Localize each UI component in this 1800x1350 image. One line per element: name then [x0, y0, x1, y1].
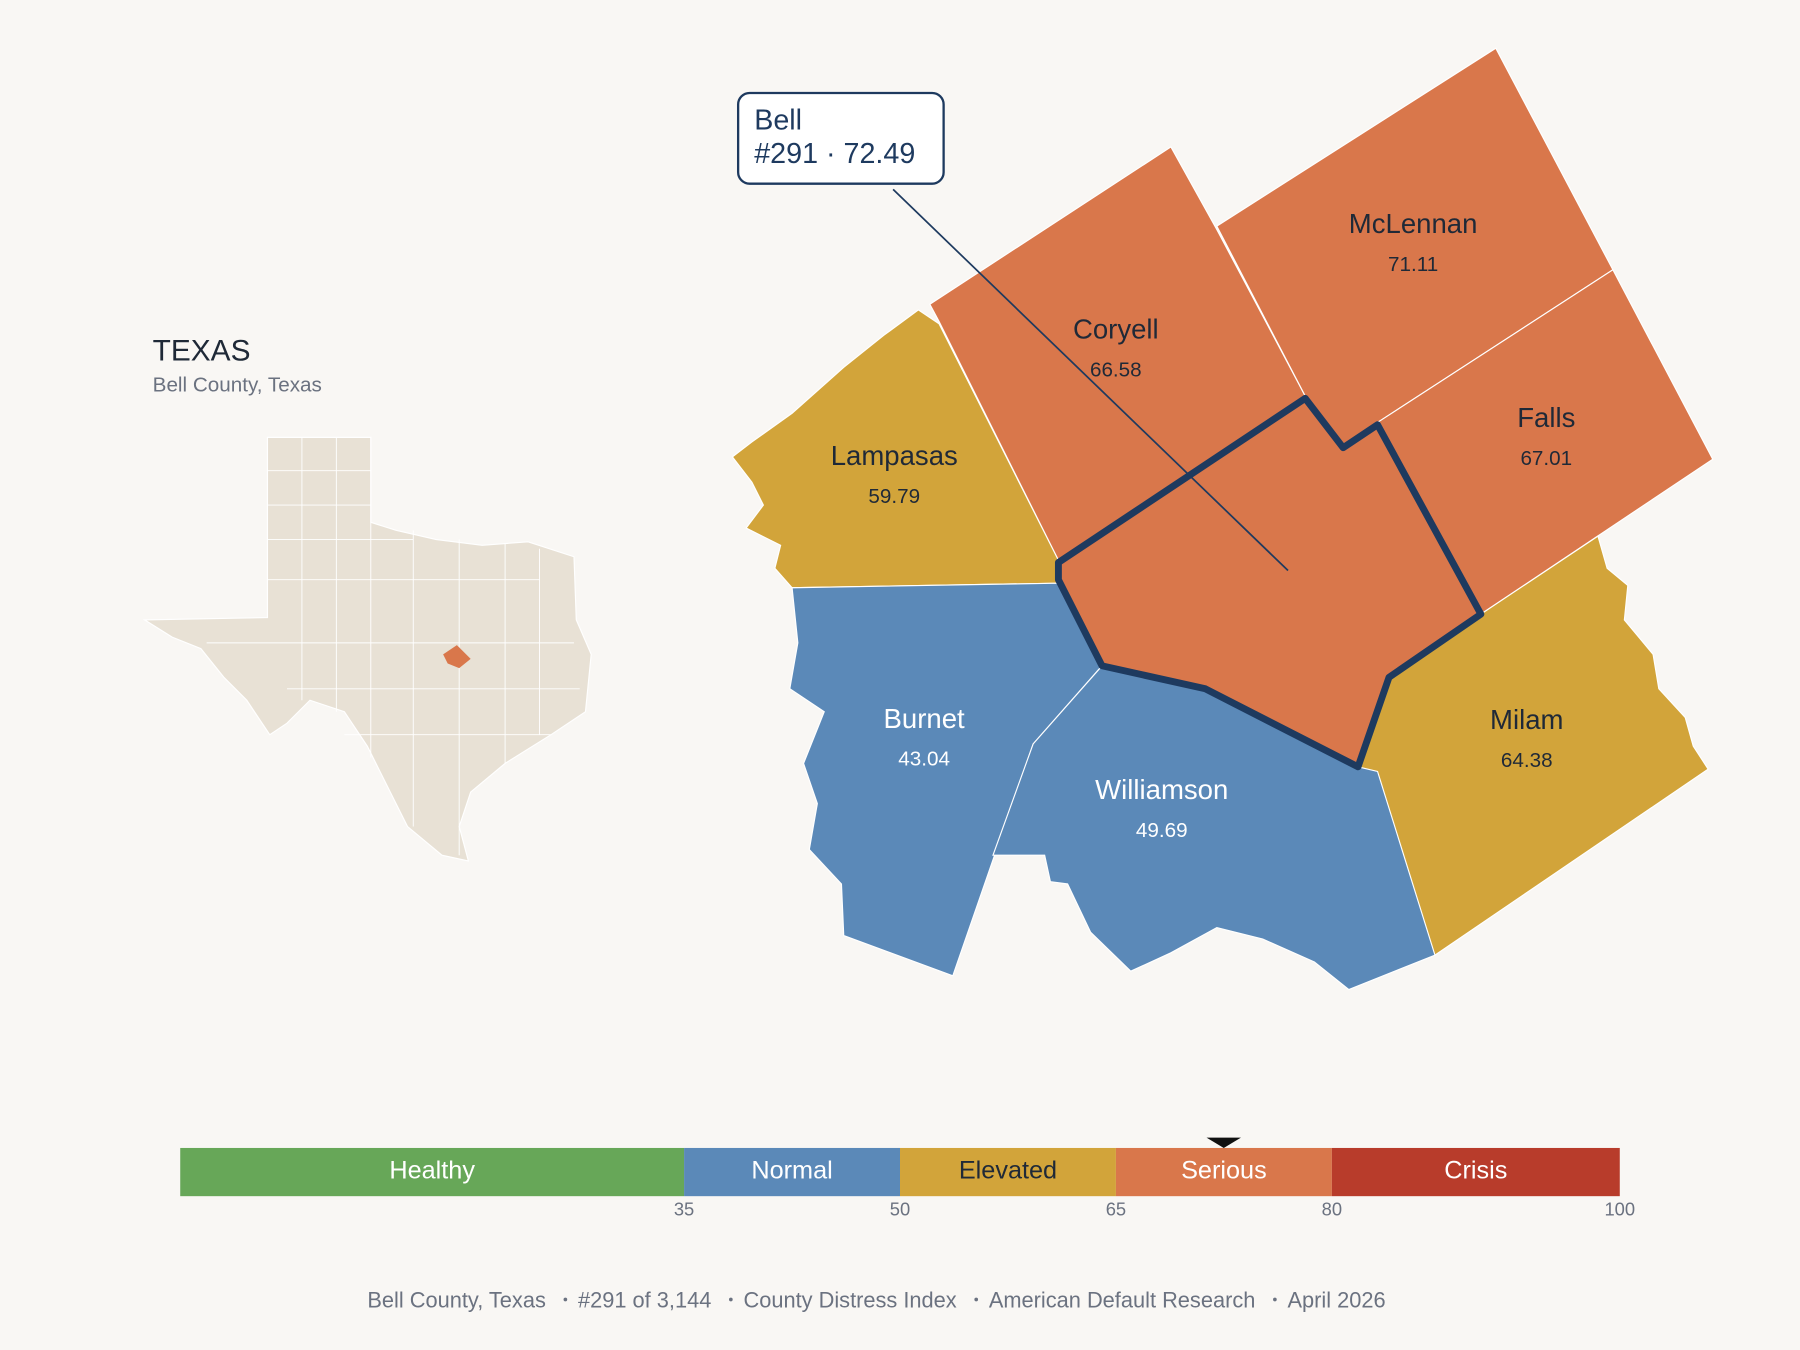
county-name: Burnet: [884, 703, 966, 734]
county-value: 49.69: [1136, 819, 1188, 842]
footer-text: County Distress Index: [743, 1288, 956, 1313]
county-name: Coryell: [1073, 314, 1159, 345]
legend-band: [1115, 1147, 1332, 1197]
footer-separator: [563, 1297, 568, 1302]
footer: Bell County, Texas #291 of 3,144 County Di…: [367, 1288, 1385, 1313]
legend-tick-label: 65: [1106, 1199, 1126, 1220]
callout-name: Bell: [754, 105, 802, 137]
legend-band: [1331, 1147, 1620, 1197]
county-name: McLennan: [1349, 208, 1478, 239]
county-shape: [992, 665, 1436, 991]
footer-text: American Default Research: [989, 1288, 1256, 1313]
legend-band-label: Serious: [1181, 1157, 1267, 1185]
footer-text: April 2026: [1288, 1288, 1386, 1313]
county-value: 59.79: [868, 485, 920, 508]
texas-outline: [142, 436, 592, 862]
legend-band-label: Normal: [751, 1157, 832, 1185]
legend-band-label: Healthy: [389, 1157, 475, 1185]
county-value: 66.58: [1090, 359, 1142, 382]
legend-band-label: Crisis: [1444, 1157, 1507, 1185]
selected-county-shape: [1054, 394, 1485, 771]
texas-grid: [206, 437, 580, 856]
inset-subtitle: Bell County, Texas: [153, 373, 322, 396]
county-value: 43.04: [898, 748, 950, 771]
footer-text: #291 of 3,144: [578, 1288, 711, 1313]
county-name: Milam: [1490, 704, 1563, 735]
legend: Healthy 35 Normal 50 Elevated 65 Serious 80 Cris…: [180, 1137, 1635, 1220]
inset-selected-county: [443, 645, 471, 669]
county-value: 71.11: [1388, 253, 1438, 276]
legend-tick-label: 100: [1604, 1199, 1635, 1220]
callout-box: [736, 91, 945, 185]
callout-leader: [892, 188, 1289, 572]
county-value: 67.01: [1520, 447, 1572, 470]
legend-band: [684, 1147, 900, 1197]
legend-band: [180, 1147, 685, 1197]
legend-band: [900, 1147, 1116, 1197]
inset-title: TEXAS: [153, 334, 251, 367]
footer-separator: [974, 1297, 979, 1302]
county-value: 64.38: [1501, 749, 1553, 772]
legend-tick-label: 50: [890, 1199, 910, 1220]
legend-band-label: Elevated: [959, 1157, 1057, 1185]
county-name: Lampasas: [831, 440, 958, 471]
legend-marker: [1206, 1137, 1241, 1148]
legend-tick-label: 80: [1322, 1199, 1342, 1220]
county-name: Williamson: [1095, 774, 1228, 805]
footer-separator: [1273, 1297, 1277, 1302]
footer-text: Bell County, Texas: [367, 1288, 546, 1313]
county-name: Falls: [1517, 402, 1575, 433]
legend-tick-label: 35: [674, 1199, 694, 1220]
callout-detail: #291 · 72.49: [754, 138, 915, 170]
footer-separator: [729, 1297, 733, 1302]
